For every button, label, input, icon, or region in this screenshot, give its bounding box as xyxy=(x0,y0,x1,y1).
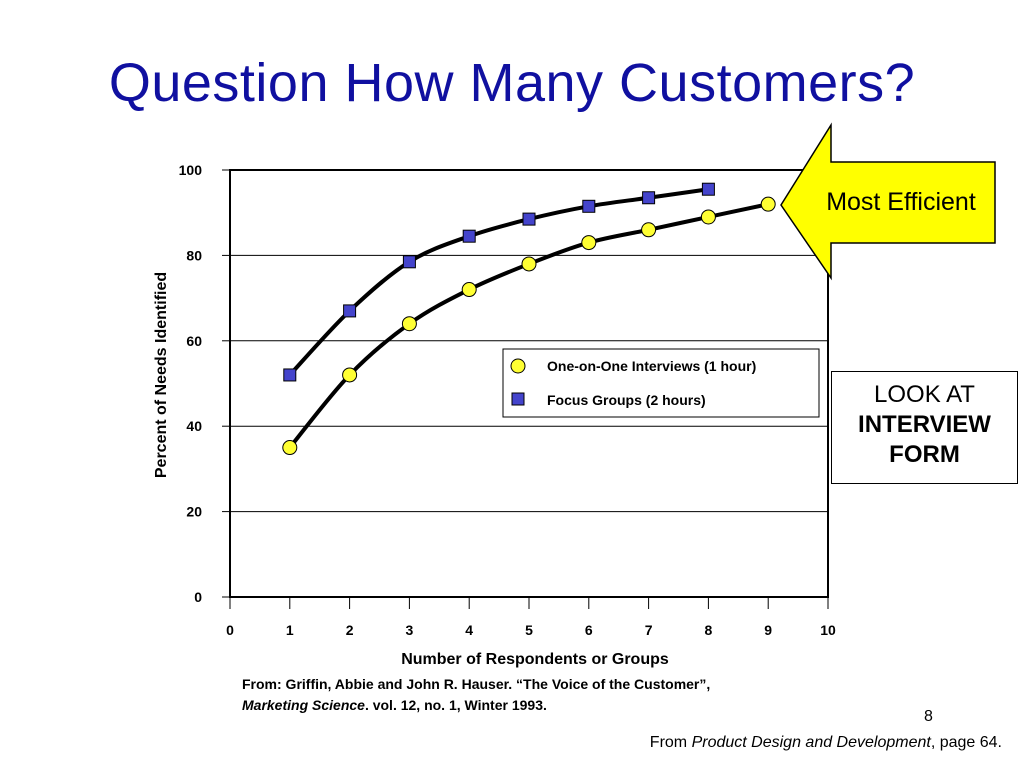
look-box-line3: FORM xyxy=(889,441,960,468)
slide-title: Question How Many Customers? xyxy=(108,53,916,113)
interview-point-4 xyxy=(461,282,477,298)
source-citation: From: Griffin, Abbie and John R. Hauser.… xyxy=(242,674,710,716)
interview-point-3 xyxy=(401,316,417,332)
focus-group-point-6 xyxy=(582,199,596,213)
focus-group-point-8 xyxy=(701,182,715,196)
footer-reference: From Product Design and Development, pag… xyxy=(650,734,1002,752)
series-line-0 xyxy=(288,202,769,449)
x-tick-label-6: 6 xyxy=(585,622,593,638)
x-tick-label-9: 9 xyxy=(764,622,772,638)
interview-point-8 xyxy=(700,209,716,225)
interview-point-2 xyxy=(342,367,358,383)
look-box-line1: LOOK AT xyxy=(874,381,975,408)
interview-point-1 xyxy=(282,440,298,456)
interview-point-5 xyxy=(521,256,537,272)
interview-point-9 xyxy=(760,196,776,212)
source-line1: From: Griffin, Abbie and John R. Hauser.… xyxy=(242,676,711,692)
source-journal: Marketing Science xyxy=(242,697,365,713)
y-axis-label: Percent of Needs Identified xyxy=(153,272,170,478)
most-efficient-label: Most Efficient xyxy=(826,188,976,216)
x-tick-label-2: 2 xyxy=(346,622,354,638)
axis-ticks: 0 20 40 60 80 100 0 1 2 3 4 5 6 7 8 9 10 xyxy=(179,162,836,638)
most-efficient-arrow xyxy=(780,122,996,281)
x-tick-label-3: 3 xyxy=(406,622,414,638)
legend-label-focus-groups: Focus Groups (2 hours) xyxy=(547,392,706,408)
look-box-line2: INTERVIEW xyxy=(858,411,991,438)
x-tick-label-5: 5 xyxy=(525,622,533,638)
x-tick-label-7: 7 xyxy=(645,622,653,638)
source-line2: Marketing Science. vol. 12, no. 1, Winte… xyxy=(242,695,710,716)
y-tick-label-80: 80 xyxy=(186,247,202,263)
interview-point-6 xyxy=(581,235,597,251)
legend: One-on-One Interviews (1 hour) Focus Gro… xyxy=(502,348,820,418)
x-tick-label-10: 10 xyxy=(820,622,836,638)
footer-prefix: From xyxy=(649,734,692,751)
y-tick-label-20: 20 xyxy=(186,504,202,520)
series-markers xyxy=(282,182,776,456)
x-tick-label-1: 1 xyxy=(286,622,294,638)
y-tick-label-60: 60 xyxy=(186,333,202,349)
x-tick-label-4: 4 xyxy=(465,622,473,638)
legend-circle-marker xyxy=(510,358,526,374)
look-at-interview-form-box: LOOK AT INTERVIEW FORM xyxy=(831,371,1018,484)
footer-suffix: , page 64. xyxy=(930,734,1002,751)
legend-square-marker xyxy=(511,392,525,406)
focus-group-point-1 xyxy=(283,368,297,382)
grid-lines xyxy=(230,254,828,513)
focus-group-point-2 xyxy=(343,304,357,318)
x-tick-label-0: 0 xyxy=(226,622,234,638)
focus-group-point-3 xyxy=(402,255,416,269)
y-tick-label-0: 0 xyxy=(194,589,202,605)
x-tick-label-8: 8 xyxy=(705,622,713,638)
focus-group-point-5 xyxy=(522,212,536,226)
y-tick-label-100: 100 xyxy=(179,162,203,178)
legend-box xyxy=(502,348,820,418)
slide-number: 8 xyxy=(924,708,933,725)
y-tick-label-40: 40 xyxy=(186,418,202,434)
x-axis-label: Number of Respondents or Groups xyxy=(401,651,669,668)
legend-label-interviews: One-on-One Interviews (1 hour) xyxy=(547,358,756,374)
source-line2-rest: . vol. 12, no. 1, Winter 1993. xyxy=(364,697,547,713)
interview-point-7 xyxy=(641,222,657,238)
focus-group-point-7 xyxy=(642,191,656,205)
footer-book-title: Product Design and Development xyxy=(691,734,931,751)
focus-group-point-4 xyxy=(462,229,476,243)
